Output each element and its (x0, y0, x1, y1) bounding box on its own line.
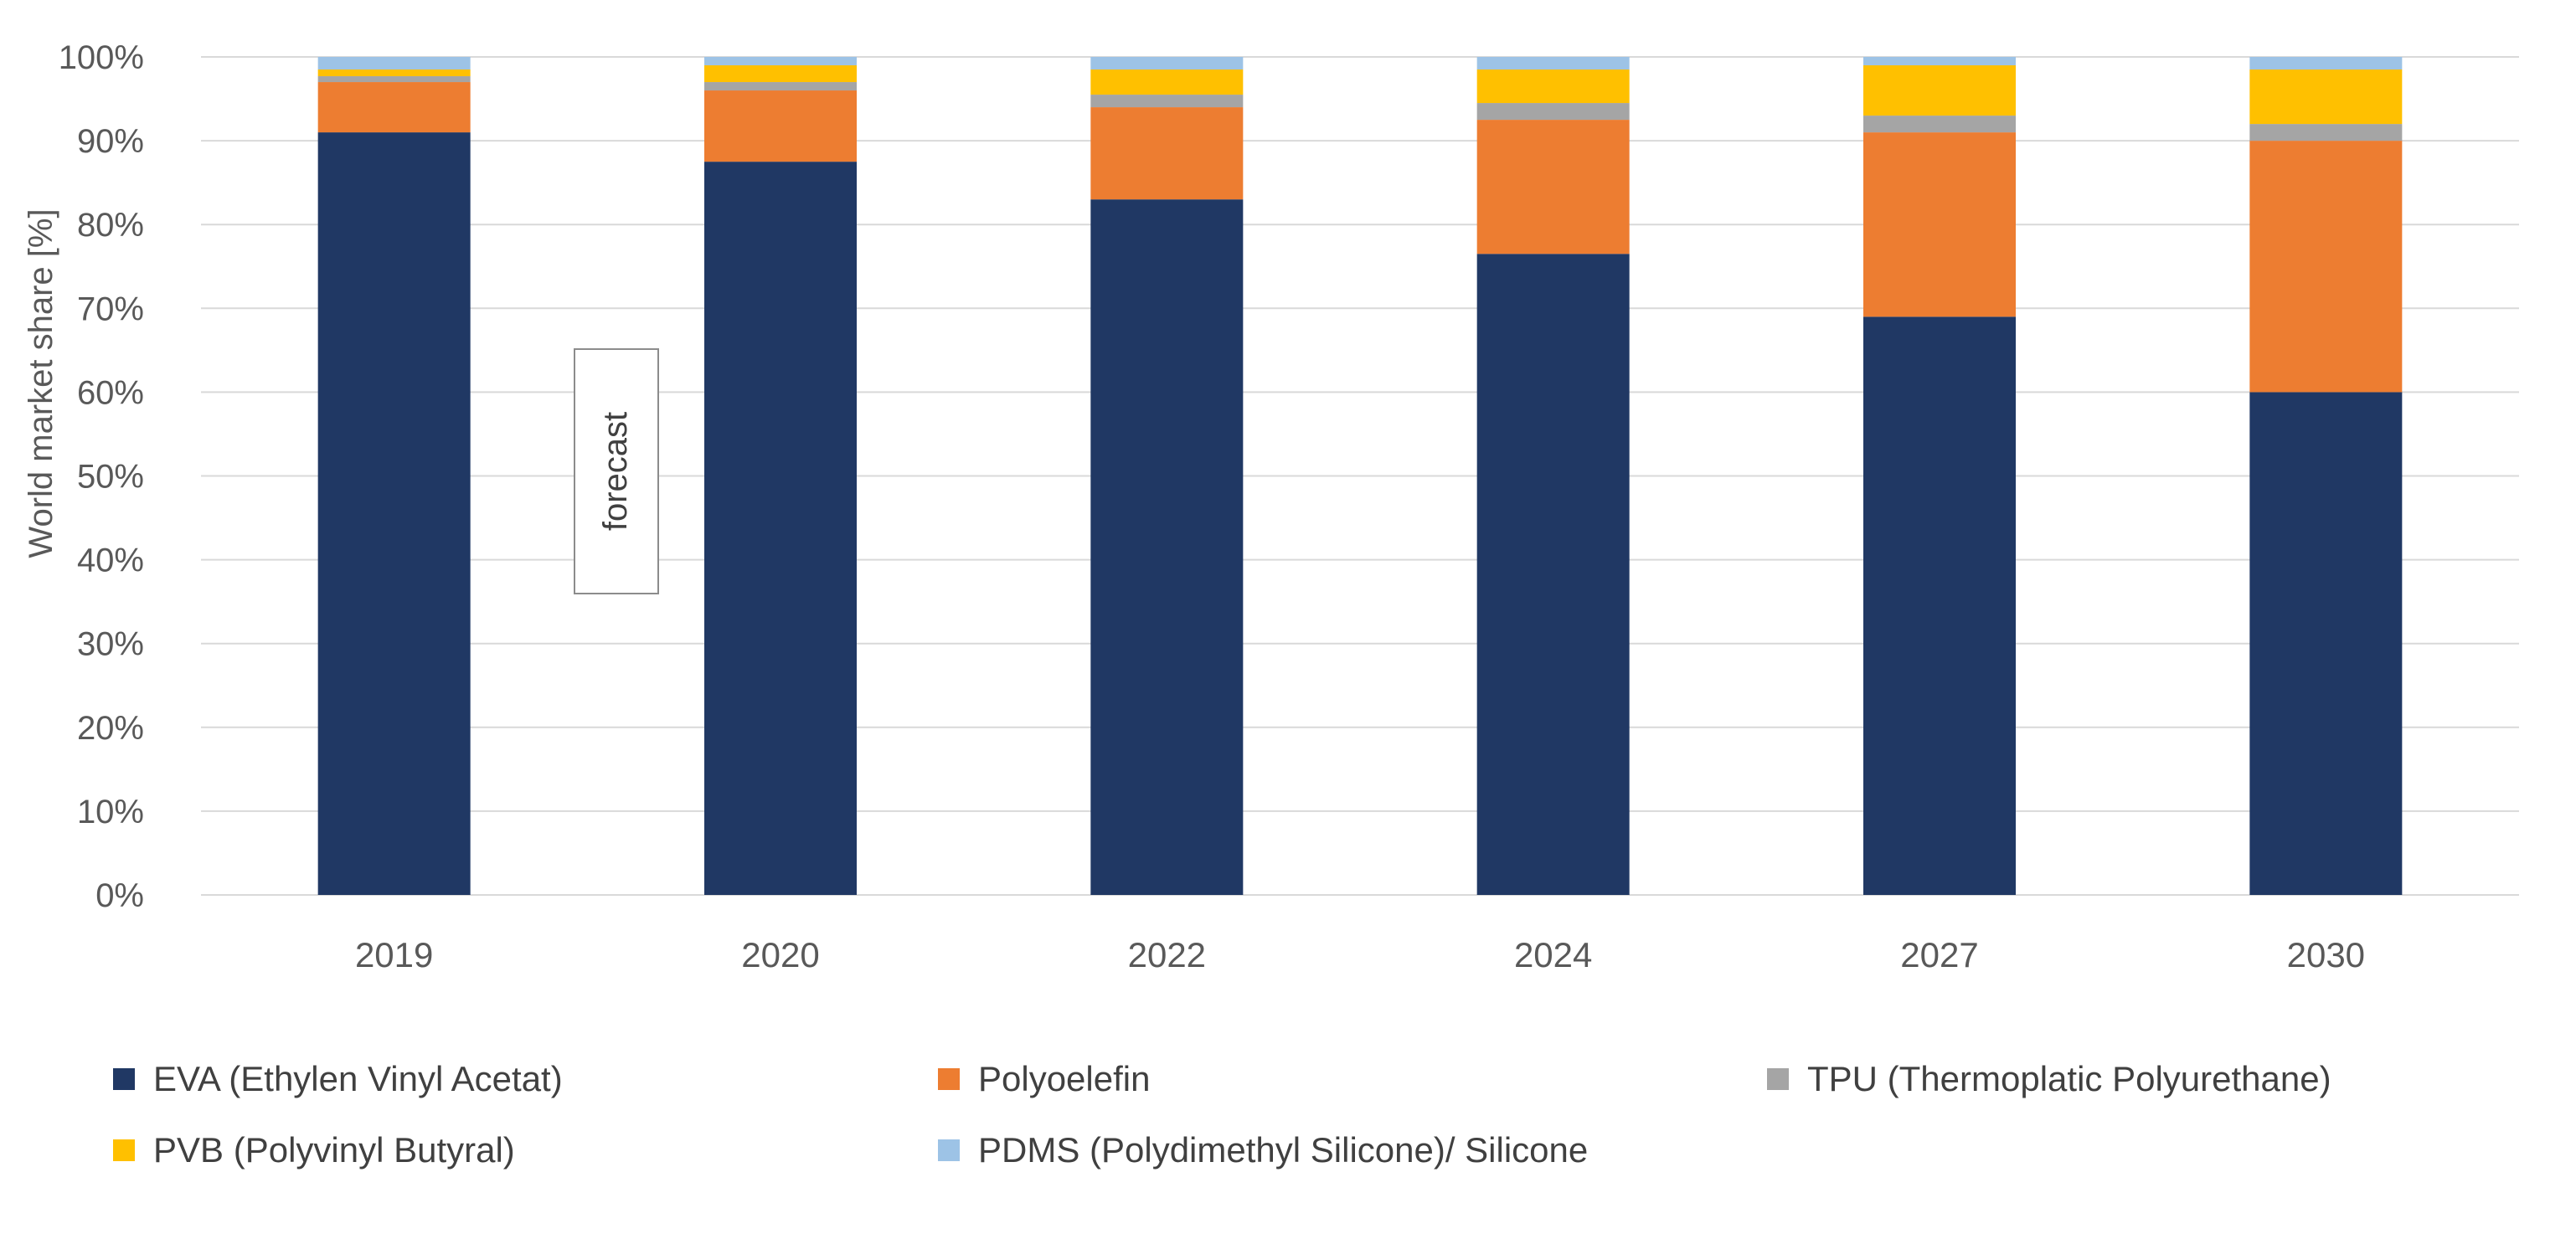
bar-segment (704, 82, 857, 91)
bar-segment (704, 162, 857, 895)
bar-segment (2249, 57, 2403, 70)
bar-segment (1090, 69, 1244, 95)
y-tick-label: 80% (77, 207, 144, 244)
legend-swatch (938, 1139, 960, 1161)
bar-segment (704, 57, 857, 66)
x-tick-label: 2020 (741, 935, 819, 974)
bar-segment (1476, 69, 1630, 104)
bar-segment (1090, 95, 1244, 108)
x-tick-label: 2024 (1514, 935, 1592, 974)
bar-segment (2249, 124, 2403, 141)
bar-segment (1476, 254, 1630, 895)
legend-label: Polyoelefin (978, 1059, 1150, 1098)
forecast-label: forecast (597, 412, 634, 531)
x-tick-label: 2027 (1900, 935, 1978, 974)
legend-label: EVA (Ethylen Vinyl Acetat) (153, 1059, 563, 1098)
bar-segment (2249, 392, 2403, 895)
bar-segment (2249, 141, 2403, 393)
y-tick-label: 100% (59, 39, 144, 76)
legend-label: PDMS (Polydimethyl Silicone)/ Silicone (978, 1130, 1588, 1170)
y-tick-label: 90% (77, 123, 144, 160)
bar-segment (1476, 120, 1630, 255)
y-axis-label: World market share [%] (23, 208, 59, 558)
bar-segment (1476, 57, 1630, 70)
legend-label: PVB (Polyvinyl Butyral) (153, 1130, 515, 1170)
forecast-annotation: forecast (574, 348, 659, 594)
x-tick-label: 2022 (1128, 935, 1206, 974)
legend-label: TPU (Thermoplatic Polyurethane) (1807, 1059, 2331, 1098)
y-tick-label: 30% (77, 626, 144, 663)
legend-swatch (113, 1139, 135, 1161)
forecast-box (574, 348, 659, 594)
bar-segment (1863, 65, 2016, 116)
gridlines (201, 56, 2519, 896)
bar-segment (317, 132, 471, 896)
bar-segment (1863, 316, 2016, 895)
x-tick-label: 2030 (2287, 935, 2365, 974)
bar-segment (1090, 57, 1244, 70)
y-tick-label: 0% (95, 877, 144, 914)
y-tick-label: 40% (77, 542, 144, 579)
bar-segment (1863, 57, 2016, 66)
legend-swatch (938, 1068, 960, 1090)
legend: EVA (Ethylen Vinyl Acetat) Polyoelefin TPU… (113, 1059, 2331, 1170)
bars (317, 57, 2403, 896)
bar-segment (2249, 69, 2403, 125)
bar-segment (317, 69, 471, 77)
bar-segment (317, 76, 471, 83)
x-tick-label: 2019 (355, 935, 433, 974)
bar-segment (1090, 199, 1244, 896)
bar-segment (704, 90, 857, 162)
x-axis-tick-labels: 2019 2020 2022 2024 2027 2030 (355, 935, 2365, 974)
legend-swatch (113, 1068, 135, 1090)
bar-segment (317, 82, 471, 133)
y-tick-label: 20% (77, 710, 144, 747)
bar-segment (1863, 116, 2016, 133)
bar-segment (317, 57, 471, 70)
bar-segment (1476, 103, 1630, 121)
y-tick-label: 10% (77, 794, 144, 830)
y-tick-label: 70% (77, 291, 144, 327)
y-tick-label: 60% (77, 374, 144, 411)
bar-segment (1090, 107, 1244, 200)
legend-swatch (1767, 1068, 1789, 1090)
y-tick-label: 50% (77, 459, 144, 496)
y-axis-tick-labels: 0% 10% 20% 30% 40% 50% 60% 70% 80% 90% 100% (59, 39, 144, 914)
bar-segment (1863, 132, 2016, 317)
bar-segment (704, 65, 857, 83)
